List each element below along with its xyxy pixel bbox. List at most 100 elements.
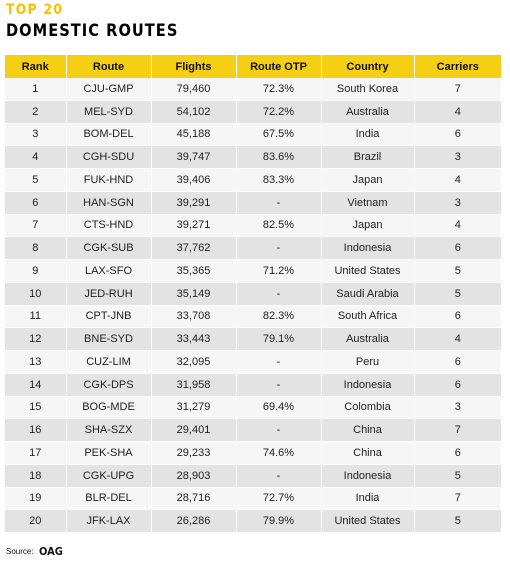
table-row: 9 LAX-SFO 35,365 71.2% United States 5	[5, 259, 501, 283]
carriers-cell: 4	[413, 100, 501, 124]
rank-cell: 15	[5, 396, 66, 420]
column-header-route-otp: Route OTP	[235, 55, 321, 78]
route-cell: CGK-UPG	[65, 464, 151, 488]
column-header-carriers: Carriers	[413, 55, 501, 78]
route-otp-cell: 83.6%	[235, 145, 321, 169]
carriers-cell: 7	[413, 487, 501, 511]
rank-cell: 19	[5, 487, 66, 511]
country-cell: United States	[320, 509, 414, 533]
flights-cell: 33,708	[150, 305, 236, 329]
table-row: 3 BOM-DEL 45,188 67.5% India 6	[5, 123, 501, 147]
carriers-cell: 6	[413, 123, 501, 147]
carriers-cell: 7	[413, 78, 501, 101]
route-cell: JFK-LAX	[65, 509, 151, 533]
country-cell: Japan	[320, 168, 414, 192]
flights-cell: 39,271	[150, 214, 236, 238]
source-note: Source: OAG	[6, 545, 65, 558]
table-row: 6 HAN-SGN 39,291- Vietnam 3	[5, 191, 501, 215]
route-cell: MEL-SYD	[65, 100, 151, 124]
route-cell: BOG-MDE	[65, 396, 151, 420]
flights-cell: 29,233	[150, 441, 236, 465]
route-otp-cell: -	[235, 350, 321, 374]
route-otp-cell: 72.2%	[235, 100, 321, 124]
route-otp-cell: 82.5%	[235, 214, 321, 238]
route-otp-cell: -	[235, 418, 321, 442]
header-row: Rank Route Flights Route OTP Country Car…	[5, 55, 501, 78]
country-cell: Peru	[320, 350, 414, 374]
route-otp-cell: 67.5%	[235, 123, 321, 147]
flights-cell: 33,443	[150, 327, 236, 351]
route-otp-cell: -	[235, 191, 321, 215]
column-header-route: Route	[65, 55, 151, 78]
route-otp-cell: -	[235, 236, 321, 260]
country-cell: China	[320, 418, 414, 442]
rank-cell: 13	[5, 350, 66, 374]
route-cell: BLR-DEL	[65, 487, 151, 511]
route-otp-cell: 82.3%	[235, 305, 321, 329]
flights-cell: 32,095	[150, 350, 236, 374]
carriers-cell: 6	[413, 350, 501, 374]
rank-cell: 18	[5, 464, 66, 488]
country-cell: United States	[320, 259, 414, 283]
rank-cell: 16	[5, 418, 66, 442]
column-header-country: Country	[320, 55, 414, 78]
carriers-cell: 5	[413, 282, 501, 306]
carriers-cell: 3	[413, 191, 501, 215]
route-cell: CGK-SUB	[65, 236, 151, 260]
table-row: 18 CGK-UPG 28,903- Indonesia 5	[5, 464, 501, 488]
table-row: 12 BNE-SYD 33,443 79.1% Australia 4	[5, 327, 501, 351]
carriers-cell: 4	[413, 214, 501, 238]
carriers-cell: 3	[413, 145, 501, 169]
carriers-cell: 7	[413, 418, 501, 442]
country-cell: Vietnam	[320, 191, 414, 215]
rank-cell: 4	[5, 145, 66, 169]
flights-cell: 31,958	[150, 373, 236, 397]
table-row: 19 BLR-DEL 28,716 72.7% India 7	[5, 487, 501, 511]
flights-cell: 31,279	[150, 396, 236, 420]
flights-cell: 45,188	[150, 123, 236, 147]
route-otp-cell: 72.7%	[235, 487, 321, 511]
rank-cell: 10	[5, 282, 66, 306]
source-name: OAG	[38, 545, 63, 558]
column-header-rank: Rank	[5, 55, 66, 78]
carriers-cell: 6	[413, 373, 501, 397]
carriers-cell: 6	[413, 236, 501, 260]
route-otp-cell: 79.9%	[235, 509, 321, 533]
table-body: 1 CJU-GMP 79,460 72.3% South Korea 7 2 MEL-SYD 5…	[5, 78, 501, 533]
route-cell: PEK-SHA	[65, 441, 151, 465]
country-cell: Japan	[320, 214, 414, 238]
flights-cell: 29,401	[150, 418, 236, 442]
table-row: 2 MEL-SYD 54,102 72.2% Australia 4	[5, 100, 501, 124]
page-title: DOMESTIC ROUTES	[6, 21, 179, 41]
route-otp-cell: 83.3%	[235, 168, 321, 192]
route-cell: BNE-SYD	[65, 327, 151, 351]
flights-cell: 37,762	[150, 236, 236, 260]
table-row: 10 JED-RUH 35,149- Saudi Arabia 5	[5, 282, 501, 306]
route-cell: CJU-GMP	[65, 78, 151, 101]
route-cell: CGK-DPS	[65, 373, 151, 397]
carriers-cell: 6	[413, 441, 501, 465]
country-cell: Brazil	[320, 145, 414, 169]
table-row: 4 CGH-SDU 39,747 83.6% Brazil 3	[5, 145, 501, 169]
carriers-cell: 5	[413, 464, 501, 488]
carriers-cell: 5	[413, 259, 501, 283]
route-otp-cell: -	[235, 282, 321, 306]
country-cell: South Korea	[320, 78, 414, 101]
route-otp-cell: -	[235, 464, 321, 488]
country-cell: India	[320, 487, 414, 511]
flights-cell: 35,365	[150, 259, 236, 283]
table-row: 7 CTS-HND 39,271 82.5% Japan 4	[5, 214, 501, 238]
carriers-cell: 6	[413, 305, 501, 329]
route-cell: CUZ-LIM	[65, 350, 151, 374]
routes-table: Rank Route Flights Route OTP Country Car…	[5, 55, 501, 533]
country-cell: China	[320, 441, 414, 465]
country-cell: Australia	[320, 327, 414, 351]
route-otp-cell: -	[235, 373, 321, 397]
country-cell: Saudi Arabia	[320, 282, 414, 306]
route-otp-cell: 72.3%	[235, 78, 321, 101]
country-cell: Indonesia	[320, 236, 414, 260]
country-cell: Indonesia	[320, 373, 414, 397]
route-otp-cell: 74.6%	[235, 441, 321, 465]
rank-cell: 2	[5, 100, 66, 124]
rank-cell: 14	[5, 373, 66, 397]
